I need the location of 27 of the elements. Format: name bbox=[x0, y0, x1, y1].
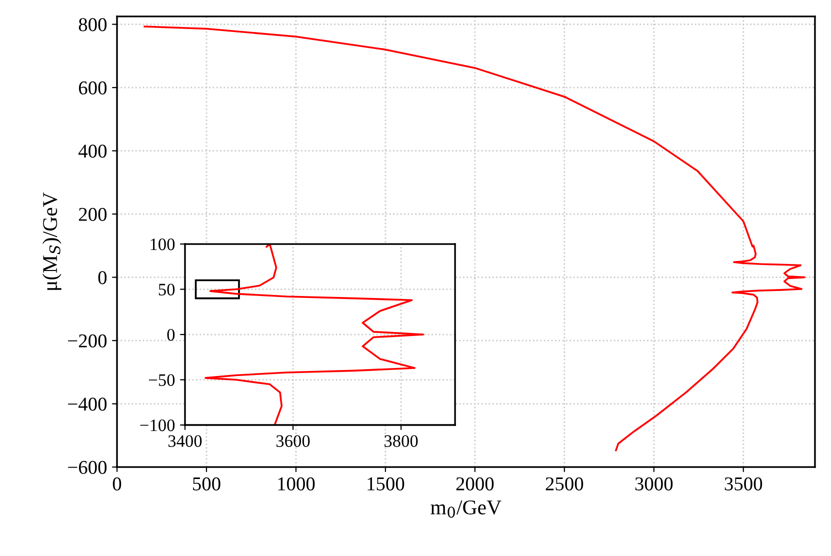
y-tick-label: 100 bbox=[150, 238, 175, 250]
x-tick-label: 500 bbox=[193, 477, 220, 490]
line-series bbox=[204, 244, 424, 426]
x-tick-label: 2000 bbox=[456, 477, 494, 490]
x-tick-label: 3000 bbox=[635, 477, 673, 490]
x-tick-label: 2500 bbox=[546, 477, 584, 490]
x-tick-label: 1000 bbox=[278, 477, 315, 490]
y-tick-label: −600 bbox=[68, 460, 107, 474]
x-tick-label: 3800 bbox=[384, 435, 418, 447]
x-tick-label: 1500 bbox=[368, 477, 404, 490]
x-tick-label: 3400 bbox=[168, 435, 202, 447]
y-tick-label: −400 bbox=[68, 398, 107, 411]
y-tick-label: −200 bbox=[68, 334, 107, 348]
x-tick-label: 0 bbox=[112, 477, 122, 490]
y-tick-label: 600 bbox=[78, 81, 107, 94]
y-tick-label: 50 bbox=[158, 284, 175, 296]
y-axis-title: μ(M$_{S}$)/GeV bbox=[42, 192, 62, 290]
y-tick-label: 0 bbox=[98, 271, 107, 284]
y-tick-label: 800 bbox=[78, 18, 107, 32]
y-tick-label: 200 bbox=[78, 208, 107, 221]
y-tick-label: −50 bbox=[148, 374, 175, 386]
y-tick-label: 0 bbox=[167, 328, 175, 341]
x-axis-title: m$_{0}$/GeV bbox=[430, 500, 502, 518]
y-tick-label: −100 bbox=[140, 419, 175, 432]
x-tick-label: 3500 bbox=[724, 477, 762, 490]
y-tick-label: 400 bbox=[78, 144, 107, 158]
x-tick-label: 3600 bbox=[276, 435, 310, 447]
